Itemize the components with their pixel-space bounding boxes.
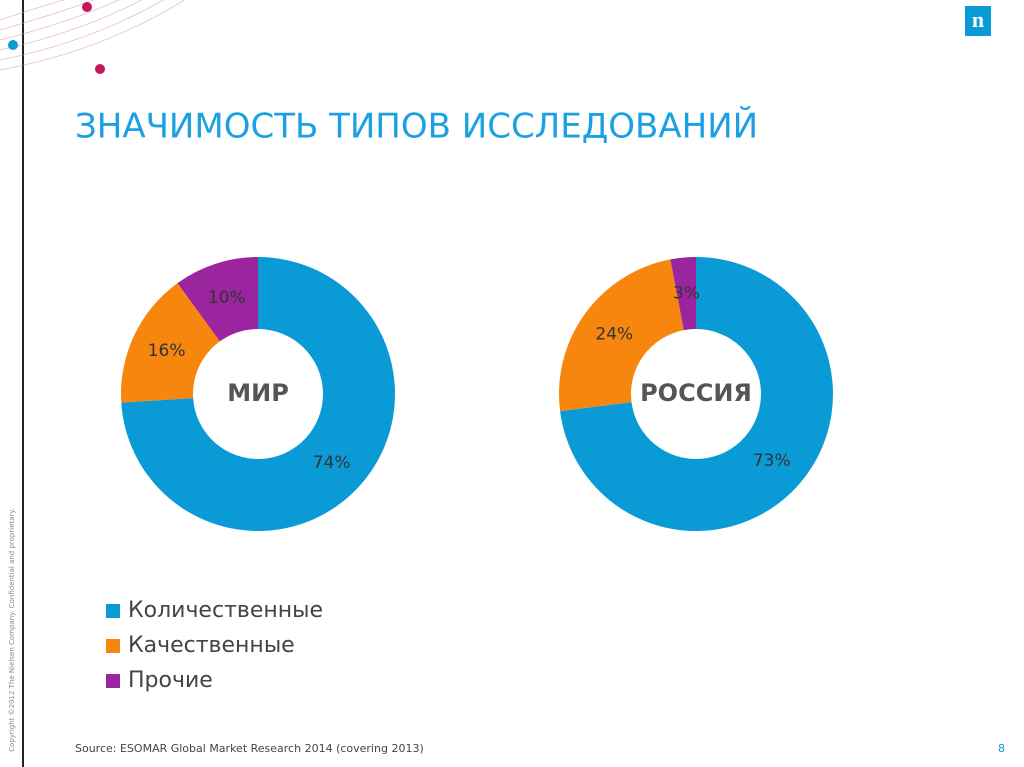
value-label: 24% — [595, 325, 633, 345]
decor-dot — [95, 64, 105, 74]
legend-swatch — [106, 639, 120, 653]
logo: n — [972, 7, 984, 32]
legend-label: Количественные — [128, 598, 323, 623]
slide-title: ЗНАЧИМОСТЬ ТИПОВ ИССЛЕДОВАНИЙ — [75, 106, 758, 147]
legend-swatch — [106, 674, 120, 688]
donut-segment — [559, 259, 684, 412]
value-label: 3% — [673, 283, 700, 303]
left-strip — [0, 0, 22, 767]
center-label: РОССИЯ — [640, 379, 752, 407]
legend-swatch — [106, 604, 120, 618]
legend-label: Прочие — [128, 668, 213, 693]
legend-label: Качественные — [128, 633, 295, 658]
page-number: 8 — [998, 742, 1005, 755]
center-label: МИР — [227, 379, 289, 407]
donut-segment — [670, 257, 696, 331]
value-label: 74% — [313, 453, 351, 473]
decor-dot — [82, 2, 92, 12]
copyright: Copyright ©2012 The Nielsen Company. Con… — [8, 508, 16, 752]
logo-box — [965, 6, 991, 36]
value-label: 73% — [753, 451, 791, 471]
donut-segment — [177, 257, 258, 342]
source: Source: ESOMAR Global Market Research 20… — [75, 742, 424, 755]
decor-dot — [8, 40, 18, 50]
donut-segment — [121, 257, 396, 531]
value-label: 16% — [148, 341, 186, 361]
donut-segment — [121, 283, 220, 403]
donut-segment — [560, 257, 833, 531]
value-label: 10% — [208, 288, 246, 308]
decoration — [0, 0, 186, 71]
